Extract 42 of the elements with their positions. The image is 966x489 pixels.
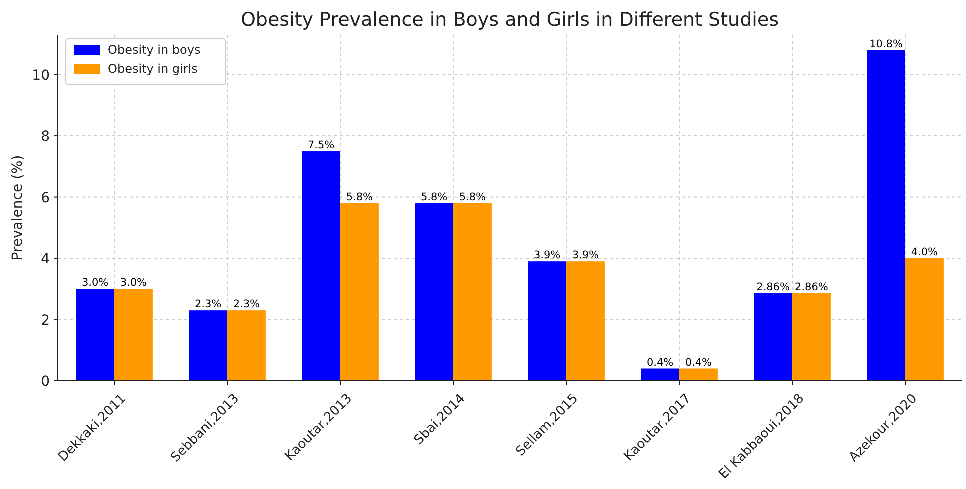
data-label: 3.0% <box>82 277 109 290</box>
bar <box>754 293 792 381</box>
data-label: 3.9% <box>534 250 561 262</box>
data-label: 5.8% <box>346 191 374 204</box>
bar <box>415 203 454 381</box>
data-label: 10.8% <box>870 38 903 50</box>
bar <box>454 203 492 381</box>
bar <box>792 293 831 381</box>
data-label: 2.3% <box>233 298 260 311</box>
data-label: 2.86% <box>756 281 790 294</box>
bar <box>566 262 605 381</box>
bar <box>189 310 228 381</box>
bar <box>528 262 566 381</box>
y-tick-label: 4 <box>41 252 50 268</box>
bar <box>906 258 944 381</box>
data-label: 0.4% <box>685 356 712 369</box>
data-label: 0.4% <box>646 356 674 369</box>
data-label: 5.8% <box>459 191 486 204</box>
y-axis-title: Prevalence (%) <box>10 155 26 261</box>
bar <box>228 310 266 381</box>
y-tick-label: 6 <box>41 190 50 206</box>
data-label: 2.86% <box>795 281 828 294</box>
bar <box>114 289 153 381</box>
data-label: 5.8% <box>420 191 448 204</box>
y-tick-label: 2 <box>41 312 50 329</box>
data-label: 3.0% <box>120 277 148 290</box>
data-label: 2.3% <box>194 298 222 311</box>
bar <box>340 203 379 381</box>
bar <box>641 368 680 381</box>
y-tick-label: 8 <box>41 129 50 146</box>
data-label: 7.5% <box>308 139 335 152</box>
legend-label: Obesity in girls <box>108 62 198 76</box>
bar <box>680 368 718 381</box>
bar <box>867 50 906 381</box>
data-label: 4.0% <box>911 246 938 259</box>
y-tick-label: 10 <box>32 68 50 84</box>
bar <box>76 289 114 381</box>
y-tick-label: 0 <box>41 374 50 390</box>
legend-label: Obesity in boys <box>108 43 201 57</box>
bar <box>302 151 340 381</box>
data-label: 3.9% <box>572 250 600 262</box>
chart-title: Obesity Prevalence in Boys and Girls in Different Studies <box>240 9 780 31</box>
